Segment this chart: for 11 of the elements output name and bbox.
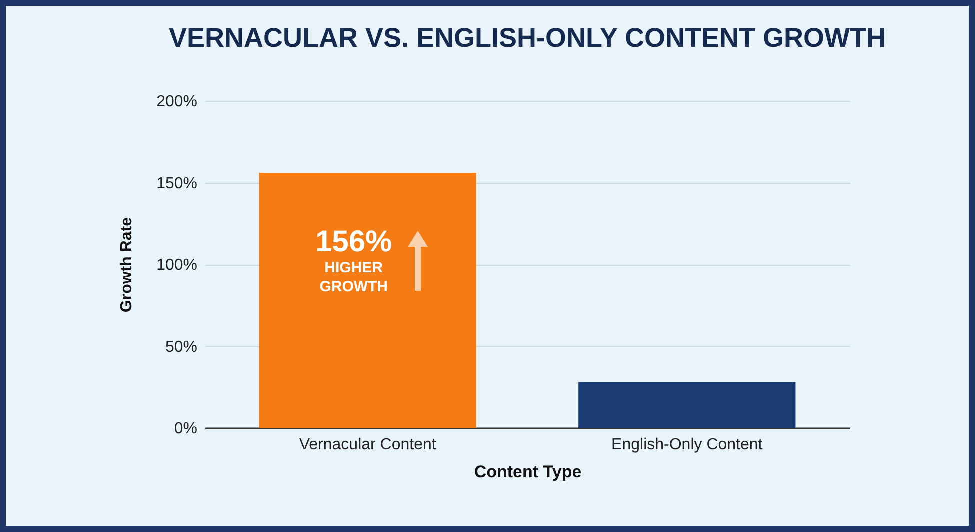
x-tick-label: English-Only Content xyxy=(612,436,764,454)
y-tick-label: 200% xyxy=(156,94,198,110)
annotation: 156% HIGHER GROWTH xyxy=(315,226,392,296)
y-axis-title: Growth Rate xyxy=(118,217,136,313)
x-tick-label: Vernacular Content xyxy=(299,436,437,454)
y-tick-label: 100% xyxy=(156,257,198,274)
chart-title: VERNACULAR VS. ENGLISH-ONLY CONTENT GROWTH xyxy=(168,23,886,53)
x-axis-title: Content Type xyxy=(474,462,582,482)
y-tick-label: 50% xyxy=(165,338,198,356)
y-tick-label: 150% xyxy=(156,175,198,192)
y-tick-label: 0% xyxy=(174,420,198,438)
